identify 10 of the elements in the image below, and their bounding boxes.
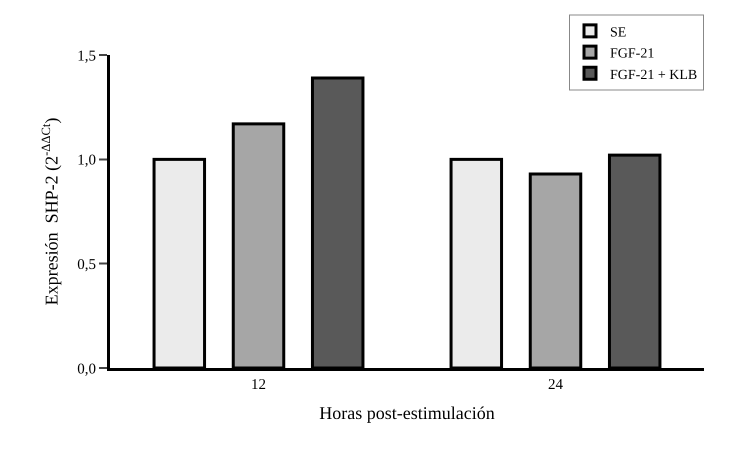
x-tick-label: 24 [548, 377, 564, 393]
y-tick-label: 1,5 [77, 48, 96, 64]
legend-label: FGF-21 + KLB [610, 68, 698, 83]
y-tick-label: 0,5 [77, 256, 96, 273]
legend-label: FGF-21 [610, 46, 654, 62]
y-tick-label: 1,0 [77, 152, 96, 169]
x-tick-label: 12 [251, 377, 266, 393]
x-axis-title: Horas post-estimulación [319, 403, 495, 424]
legend-label: SE [610, 25, 626, 40]
y-tick-label: 0,0 [77, 361, 96, 378]
